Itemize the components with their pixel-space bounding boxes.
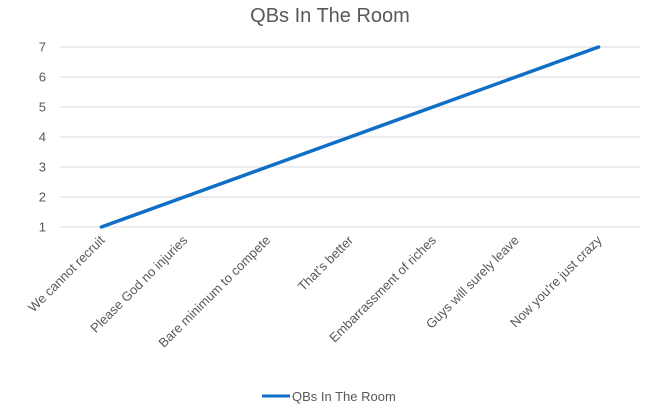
chart-title: QBs In The Room [250,5,410,27]
y-axis: 1 2 3 4 5 6 7 [39,40,46,235]
x-tick-label: That's better [295,232,357,294]
y-tick-label: 3 [39,160,46,175]
x-tick-label: We cannot recruit [25,232,108,315]
y-tick-label: 1 [39,220,46,235]
y-tick-label: 4 [39,130,46,145]
series-line [99,45,601,229]
x-tick-label: Now you're just crazy [507,232,605,330]
legend: QBs In The Room [262,389,396,404]
x-tick-label: Guys will surely leave [423,233,522,332]
legend-label: QBs In The Room [292,389,396,404]
plot-area [99,45,601,229]
y-tick-label: 7 [39,40,46,55]
y-tick-label: 5 [39,100,46,115]
gridlines [60,46,640,228]
y-tick-label: 2 [39,190,46,205]
y-tick-label: 6 [39,70,46,85]
